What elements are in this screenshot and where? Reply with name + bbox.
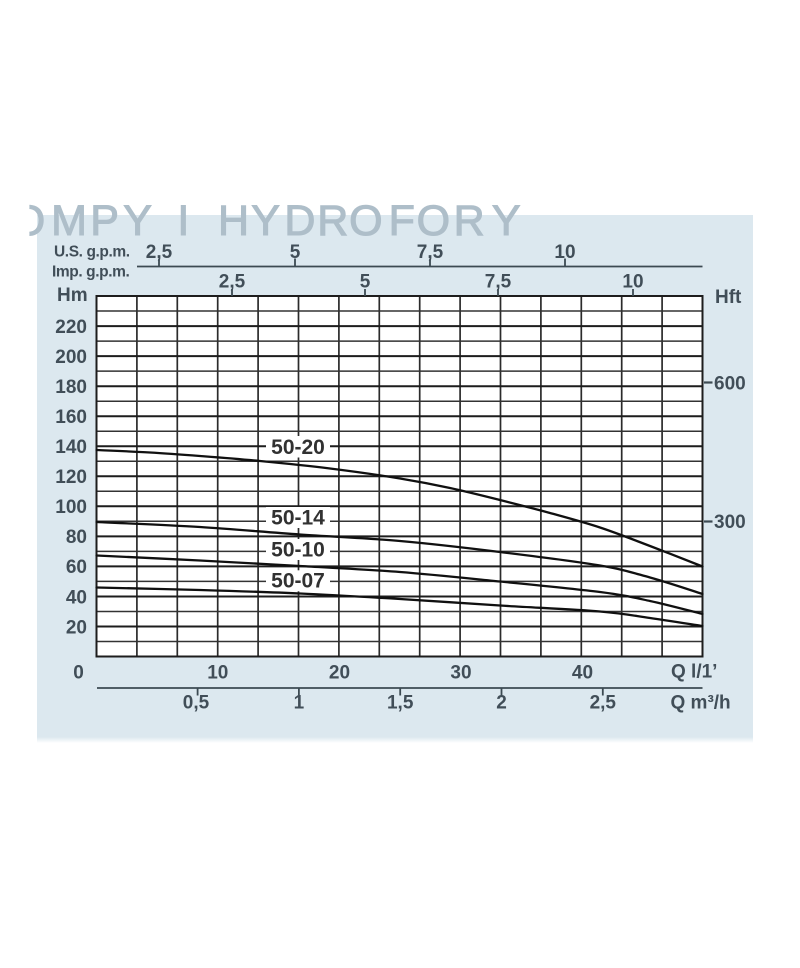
- svg-text:Q l/1’: Q l/1’: [671, 662, 717, 683]
- svg-text:100: 100: [55, 497, 87, 518]
- svg-text:O: O: [349, 197, 382, 245]
- svg-text:2,5: 2,5: [146, 242, 173, 263]
- svg-text:1: 1: [294, 693, 305, 714]
- svg-text:F: F: [389, 197, 415, 245]
- svg-text:140: 140: [55, 437, 87, 458]
- svg-text:O: O: [417, 197, 450, 245]
- svg-text:I: I: [177, 197, 189, 245]
- svg-text:7,5: 7,5: [485, 272, 512, 293]
- svg-text:180: 180: [55, 377, 87, 398]
- svg-text:Y: Y: [123, 197, 152, 245]
- svg-text:10: 10: [622, 272, 643, 293]
- svg-text:5: 5: [290, 242, 301, 263]
- svg-text:600: 600: [714, 374, 746, 395]
- svg-text:160: 160: [55, 407, 87, 428]
- svg-text:1,5: 1,5: [387, 693, 414, 714]
- svg-text:O: O: [12, 197, 45, 245]
- svg-text:Y: Y: [492, 197, 521, 245]
- svg-text:200: 200: [55, 347, 87, 368]
- svg-text:P: P: [90, 197, 119, 245]
- svg-text:U.S. g.p.m.: U.S. g.p.m.: [54, 244, 130, 261]
- svg-text:Y: Y: [251, 197, 280, 245]
- svg-text:50-14: 50-14: [271, 506, 325, 529]
- svg-text:D: D: [284, 197, 315, 245]
- svg-text:40: 40: [66, 587, 87, 608]
- svg-text:20: 20: [329, 663, 350, 684]
- svg-text:220: 220: [55, 317, 87, 338]
- svg-text:50-10: 50-10: [271, 539, 325, 562]
- svg-text:Hm: Hm: [57, 285, 88, 306]
- svg-text:0: 0: [73, 663, 84, 684]
- svg-text:50-20: 50-20: [271, 436, 325, 459]
- svg-text:2: 2: [496, 693, 507, 714]
- svg-text:M: M: [51, 197, 87, 245]
- svg-text:H: H: [218, 197, 249, 245]
- svg-text:Imp. g.p.m.: Imp. g.p.m.: [52, 264, 130, 281]
- svg-text:80: 80: [66, 527, 87, 548]
- svg-text:Q m³/h: Q m³/h: [671, 693, 731, 714]
- svg-text:10: 10: [207, 663, 228, 684]
- svg-text:20: 20: [66, 617, 87, 638]
- svg-text:7,5: 7,5: [417, 242, 444, 263]
- svg-text:0,5: 0,5: [183, 693, 210, 714]
- svg-text:R: R: [317, 197, 348, 245]
- svg-text:50-07: 50-07: [271, 570, 325, 593]
- svg-text:120: 120: [55, 467, 87, 488]
- svg-text:10: 10: [554, 242, 575, 263]
- svg-text:Hft: Hft: [715, 287, 742, 308]
- svg-text:40: 40: [572, 663, 593, 684]
- svg-text:R: R: [454, 197, 485, 245]
- svg-text:60: 60: [66, 557, 87, 578]
- svg-text:300: 300: [714, 512, 746, 533]
- svg-text:2,5: 2,5: [219, 272, 246, 293]
- svg-text:2,5: 2,5: [590, 693, 617, 714]
- svg-text:5: 5: [360, 272, 371, 293]
- svg-text:30: 30: [450, 663, 471, 684]
